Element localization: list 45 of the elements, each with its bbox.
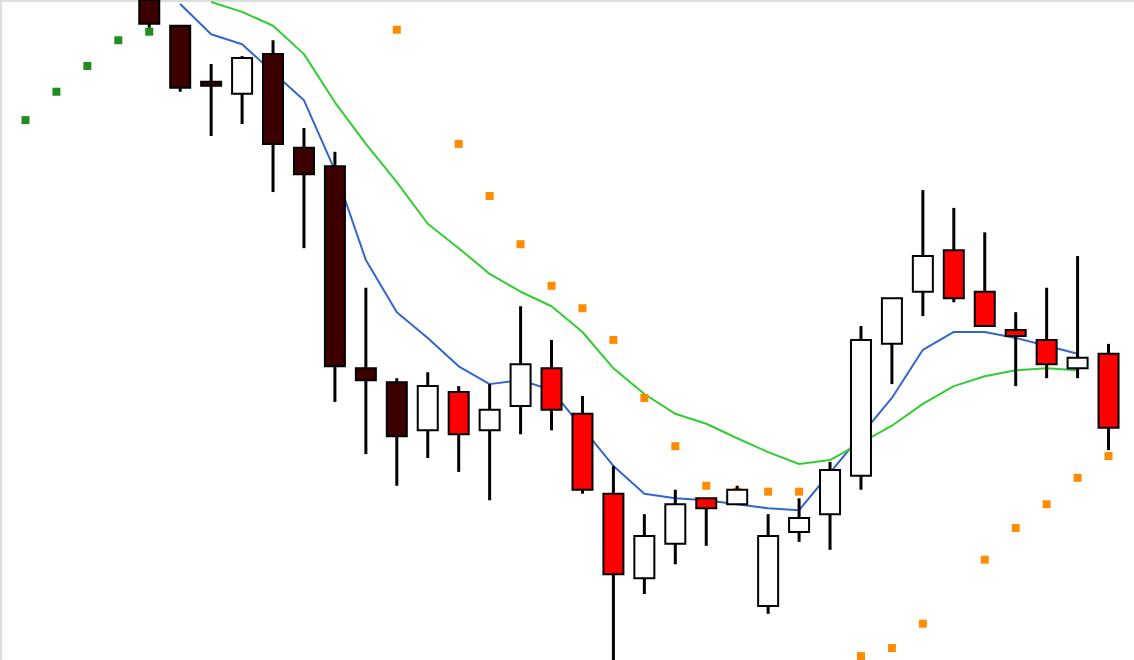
- point: [609, 335, 618, 344]
- point: [640, 393, 649, 402]
- candlestick: [664, 488, 687, 566]
- candlestick: [200, 62, 223, 138]
- point: [702, 481, 711, 490]
- point: [145, 27, 154, 36]
- candlestick: [911, 188, 934, 318]
- point: [671, 442, 680, 451]
- point: [1104, 452, 1113, 461]
- point: [1073, 473, 1082, 482]
- point: [578, 304, 587, 313]
- point: [547, 281, 556, 290]
- point: [764, 487, 773, 496]
- candlestick: [695, 496, 718, 548]
- candlestick: [478, 382, 501, 502]
- point: [918, 619, 927, 628]
- candlestick: [973, 230, 996, 328]
- candlestick: [354, 286, 377, 456]
- candlestick: [447, 384, 470, 474]
- point: [392, 25, 401, 34]
- candlestick: [1066, 254, 1089, 380]
- candlestick: [540, 338, 563, 432]
- point: [980, 555, 989, 564]
- point: [1011, 524, 1020, 532]
- point: [887, 644, 896, 653]
- point: [795, 487, 804, 496]
- point: [485, 192, 494, 201]
- candlestick: [231, 54, 254, 126]
- candlestick: [633, 512, 656, 596]
- candlestick: [788, 496, 811, 544]
- candlestick: [292, 126, 315, 250]
- candlestick: [509, 304, 532, 436]
- point: [1042, 500, 1051, 509]
- point: [83, 62, 92, 70]
- point: [454, 139, 463, 148]
- candlestick: [880, 296, 903, 386]
- candlestick: [416, 370, 439, 460]
- point: [52, 87, 61, 96]
- point: [21, 116, 30, 125]
- candlestick: [1035, 286, 1058, 380]
- point: [856, 652, 865, 660]
- candlestick: [1004, 310, 1027, 388]
- point: [516, 240, 525, 249]
- point: [114, 36, 123, 45]
- candlestick: [819, 460, 842, 552]
